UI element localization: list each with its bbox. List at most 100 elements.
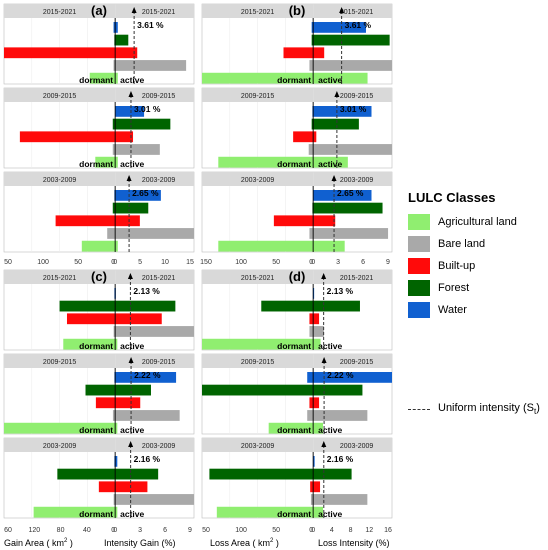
panel-a-intensity-tick-1: 5 — [138, 259, 142, 266]
panel-c-facet-0-active-label: active — [120, 341, 144, 351]
panel-d-facet-2-intensity-bar-water — [313, 456, 315, 467]
panel-a-facet-1-area-bar-built — [19, 131, 116, 143]
panel-a-label: (a) — [91, 3, 107, 18]
panel-a-facet-2-area-bar-agri — [81, 240, 116, 252]
panel-d-area-tick-3: 0 — [309, 527, 313, 534]
panel-a-facet-1-strip-left — [4, 88, 116, 102]
panel-c-facet-2-period-left: 2003-2009 — [43, 443, 77, 450]
panel-b-facet-1-strip-right — [313, 88, 392, 102]
panel-c-facet-2-intensity-bar-forest — [115, 468, 159, 480]
panel-b-facet-0-area-bar-water — [311, 22, 314, 33]
panel-c-facet-1-strip-right — [115, 354, 194, 368]
panel-b-facet-0-area-bar-bare — [309, 60, 314, 71]
panel-c-facet-2-area-bar-bare — [113, 494, 116, 505]
uniform-intensity-legend: Uniform intensity (St) — [408, 402, 540, 416]
panel-b-facet-0-strip-left — [202, 4, 314, 18]
panel-a-facet-1-intensity-bar-bare — [115, 144, 160, 155]
panel-c-facet-2-period-right: 2003-2009 — [142, 443, 176, 450]
panel-d-facet-1-area-bar-agri — [268, 422, 314, 434]
panel-b-facet-2-intensity-bar-water — [313, 190, 372, 201]
panel-c-facet-2-strip-right — [115, 438, 194, 452]
panel-d-facet-2-intensity-bar-built — [313, 481, 321, 493]
panel-d-facet-0-intensity-bar-water — [313, 288, 315, 299]
panel-d-facet-0-strip-right — [313, 270, 392, 284]
panel-b-facet-2-period-left: 2003-2009 — [241, 177, 275, 184]
panel-c-facet-0-uniform-label: 2.13 % — [133, 286, 160, 296]
panel-d-label: (d) — [289, 269, 306, 284]
panel-a-facet-1-period-right: 2009-2015 — [142, 93, 176, 100]
panel-c-facet-1-active-label: active — [120, 425, 144, 435]
panel-d-facet-2-intensity-bar-bare — [313, 494, 368, 505]
panel-b-intensity-tick-0: 0 — [311, 259, 315, 266]
panel-d-facet-0-area-bar-bare — [309, 326, 314, 337]
panel-a-facet-2-intensity-bar-agri — [115, 240, 118, 252]
panel-b-area-tick-2: 50 — [272, 259, 280, 266]
panel-d-facet-1-intensity-bar-agri — [313, 422, 324, 434]
panel-a-facet-2-intensity-bar-built — [115, 215, 140, 227]
panel-b-facet-2-area-bar-agri — [218, 240, 314, 252]
panel-b-facet-2-period-right: 2003-2009 — [340, 177, 374, 184]
panel-d-facet-1-intensity-bar-forest — [313, 384, 363, 396]
panel-a-area-tick-2: 50 — [74, 259, 82, 266]
panel-b-facet-0-period-right: 2015-2021 — [340, 9, 374, 16]
panel-b-facet-1-period-right: 2009-2015 — [340, 93, 374, 100]
panel-d-facet-1-active-label: active — [318, 425, 342, 435]
panel-d-facet-1-dormant-label: dormant — [277, 425, 311, 435]
panel-d-facet-2-area-bar-agri — [216, 506, 314, 518]
panel-b-facet-1-area-bar-forest — [311, 118, 314, 130]
legend-items: Agricultural land Bare land Built-up Forest… — [408, 211, 546, 321]
panel-a-facet-2-uniform-arrow — [126, 175, 132, 181]
panel-a-area-tick-3: 0 — [111, 259, 115, 266]
panel-c-facet-1-strip-left — [4, 354, 116, 368]
panel-a-facet-0-area-bar-bare — [113, 60, 116, 71]
panel-d-area-tick-2: 50 — [272, 527, 280, 534]
panel-b-facet-2-area-bar-bare — [309, 228, 314, 239]
panel-b-facet-0-uniform-arrow — [339, 7, 345, 13]
panel-d-facet-1-intensity-bar-water — [313, 372, 392, 383]
panel-c-facet-0-intensity-bar-built — [115, 313, 162, 325]
panel-b-facet-2-intensity-bar-agri — [313, 240, 345, 252]
panel-d-facet-2-area-bar-bare — [310, 494, 314, 505]
legend-swatch-water — [408, 302, 430, 318]
panel-d-facet-0-intensity-bar-built — [313, 313, 320, 325]
panel-d-facet-1-strip-left — [202, 354, 314, 368]
panel-a-facet-1-intensity-bar-forest — [115, 118, 171, 130]
panel-b-facet-0-strip-right — [313, 4, 392, 18]
panel-c-facet-1-uniform-arrow — [128, 357, 134, 363]
panel-d-facet-2-strip-left — [202, 438, 314, 452]
panel-b-facet-1-uniform-arrow — [334, 91, 340, 97]
legend-label-forest: Forest — [438, 282, 470, 294]
panel-a-facet-1-uniform-label: 3.01 % — [134, 104, 161, 114]
panel-a-facet-0-intensity-bar-forest — [115, 34, 129, 46]
panel-c-facet-0-period-right: 2015-2021 — [142, 275, 176, 282]
panel-b-facet-1-area-bar-built — [293, 131, 314, 143]
panel-b-facet-0-area-bar-forest — [311, 34, 314, 46]
panel-d-facet-2-intensity-bar-forest — [313, 468, 352, 480]
panel-a-intensity-tick-2: 10 — [161, 259, 169, 266]
panel-d-facet-1-uniform-label: 2.22 % — [327, 370, 354, 380]
panel-b-facet-0-active-label: active — [318, 75, 342, 85]
legend-label-bare: Bare land — [438, 238, 486, 250]
panel-b-facet-0-period-left: 2015-2021 — [241, 9, 275, 16]
panel-c-area-tick-2: 80 — [57, 527, 65, 534]
panel-b-facet-2-intensity-bar-bare — [313, 228, 389, 239]
panel-c-area-tick-1: 120 — [28, 527, 40, 534]
panel-d-facet-0-uniform-label: 2.13 % — [327, 286, 354, 296]
panel-b-facet-0-area-bar-built — [283, 47, 314, 59]
panel-a-facet-0-strip-left — [4, 4, 116, 18]
panel-d-facet-2-area-bar-forest — [209, 468, 314, 480]
panel-c-facet-0-strip-right — [115, 270, 194, 284]
panel-c-facet-1-intensity-bar-built — [115, 397, 141, 409]
loss-area-axis-title: Loss Area ( km2 ) — [210, 538, 279, 548]
panel-d-facet-0-area-bar-agri — [202, 338, 314, 350]
panel-b-area-tick-1: 100 — [235, 259, 247, 266]
panel-a-intensity-tick-3: 15 — [186, 259, 194, 266]
panel-a-facet-2-strip-left — [4, 172, 116, 186]
panel-c-facet-1-dormant-label: dormant — [79, 425, 113, 435]
panel-b-facet-2-area-bar-built — [273, 215, 314, 227]
panel-c-facet-0-area-bar-agri — [63, 338, 116, 350]
panel-a-facet-2-intensity-bar-bare — [115, 228, 194, 239]
legend-item-agri: Agricultural land — [408, 211, 546, 233]
panel-a-facet-2-area-bar-forest — [112, 202, 116, 214]
legend-swatch-built — [408, 258, 430, 274]
